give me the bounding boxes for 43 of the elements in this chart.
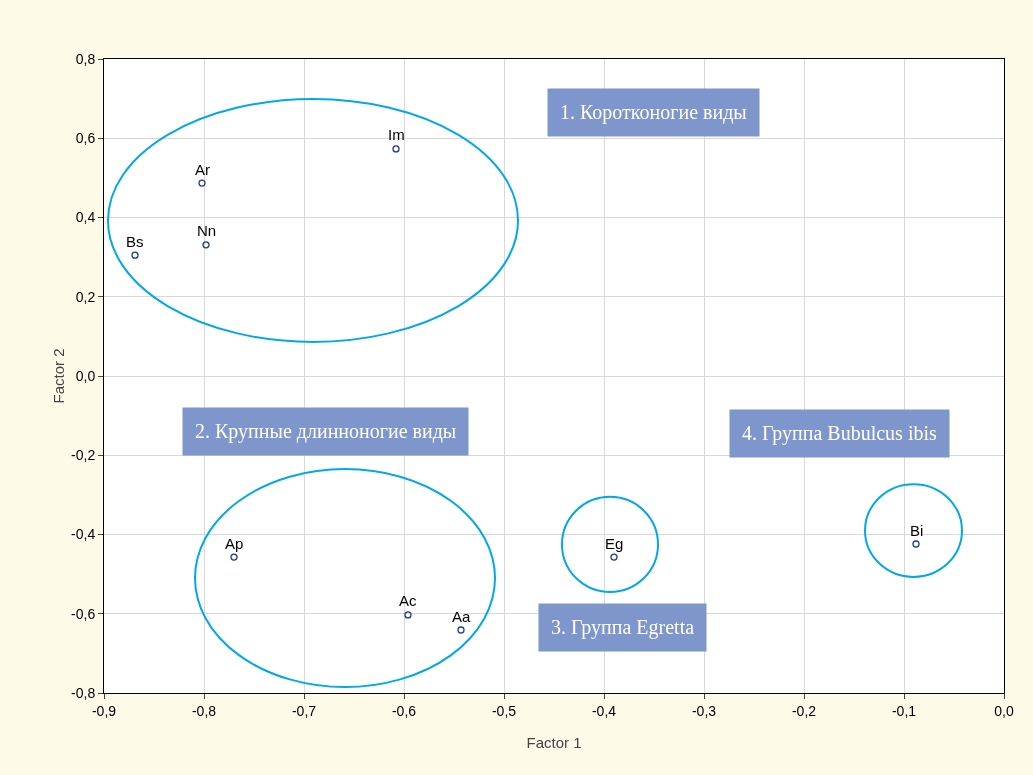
point <box>610 553 618 561</box>
annotation: 3. Группа Egretta <box>551 616 695 639</box>
y-tick-label: 0,8 <box>75 50 96 67</box>
annotation: Ac <box>399 592 417 609</box>
point <box>404 611 412 619</box>
y-tick-label: -0,6 <box>71 605 96 622</box>
annotation: 1. Коротконогие виды <box>560 101 747 124</box>
x-axis-title: Factor 1 <box>526 734 582 751</box>
point <box>230 553 238 561</box>
annotation: Aa <box>452 608 471 625</box>
y-tick-label: 0,6 <box>75 130 96 147</box>
x-tick-label: -0,8 <box>191 702 217 719</box>
annotation: 2. Крупные длинноногие виды <box>195 420 457 443</box>
x-tick-label: -0,6 <box>391 702 417 719</box>
point <box>202 241 210 249</box>
y-axis-title: Factor 2 <box>50 348 67 404</box>
annotation: Bs <box>126 233 144 250</box>
x-tick-label: -0,7 <box>291 702 317 719</box>
point <box>457 626 465 634</box>
x-tick-label: -0,2 <box>791 702 817 719</box>
x-tick-label: -0,9 <box>91 702 117 719</box>
y-tick-label: 0,4 <box>75 209 96 226</box>
point <box>912 540 920 548</box>
point <box>131 251 139 259</box>
x-tick-label: -0,4 <box>591 702 617 719</box>
annotation: 4. Группа Bubulcus ibis <box>742 422 937 445</box>
y-tick-label: 0,2 <box>75 288 96 305</box>
annotation: Ap <box>225 535 244 552</box>
annotation: Eg <box>605 535 624 552</box>
y-tick-label: 0,0 <box>75 367 96 384</box>
x-tick-label: -0,1 <box>891 702 917 719</box>
x-tick-label: -0,5 <box>491 702 517 719</box>
annotation: Im <box>388 126 405 143</box>
x-tick-label: 0,0 <box>994 702 1014 719</box>
annotation: Bi <box>910 522 924 539</box>
y-tick-label: -0,4 <box>71 526 96 543</box>
point <box>198 179 206 187</box>
annotation: Nn <box>197 222 217 239</box>
y-tick-label: -0,2 <box>71 447 96 464</box>
annotation: Ar <box>195 161 210 178</box>
y-tick-label: -0,8 <box>71 684 96 701</box>
x-tick-label: -0,3 <box>691 702 717 719</box>
point <box>392 145 400 153</box>
